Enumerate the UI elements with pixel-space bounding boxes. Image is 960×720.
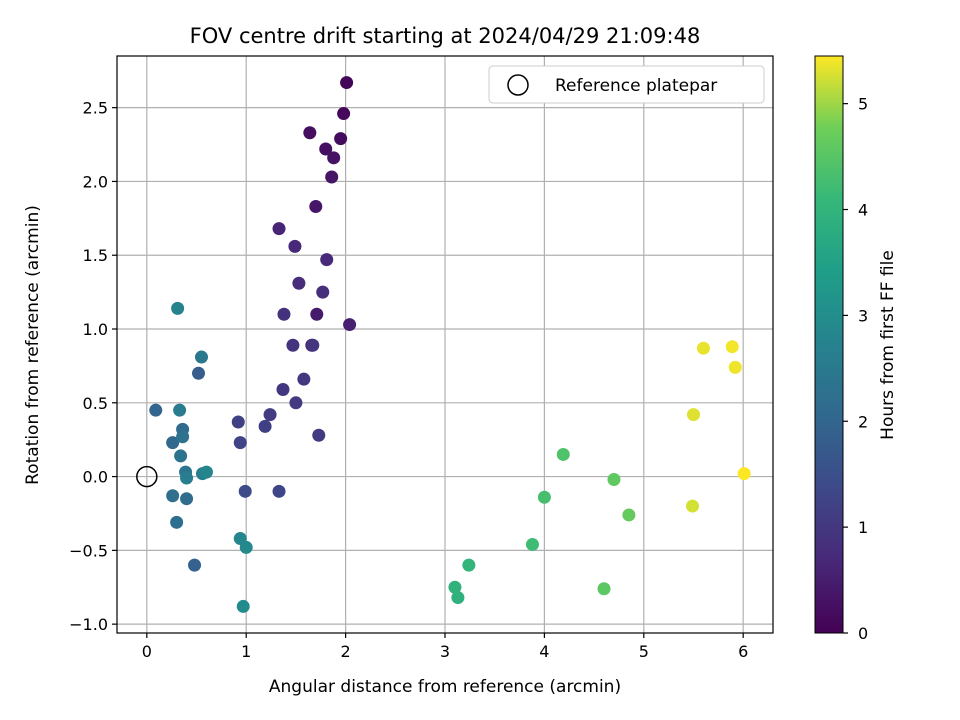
data-point [448,580,462,594]
legend: Reference platepar [488,65,765,104]
x-tick-label: 3 [440,642,450,661]
legend-marker-icon [507,74,529,96]
x-tick-label: 1 [241,642,251,661]
data-point [180,471,194,485]
data-points [149,76,751,613]
colorbar: 0 1 2 3 4 5 Hours from first FF file [814,55,898,643]
colorbar-tick-label: 5 [858,95,868,114]
colorbar-tick-label: 1 [858,518,868,537]
y-tick-label: 1.0 [83,320,108,339]
y-tick-label: 2.0 [83,172,108,191]
colorbar-label: Hours from first FF file [878,250,898,440]
data-point [277,307,291,321]
data-point [462,558,476,572]
data-point [194,350,208,364]
y-tick-label: −0.5 [69,541,108,560]
data-point [236,599,250,613]
data-point [170,515,184,529]
data-point [288,239,302,253]
data-point [239,540,253,554]
data-point [725,340,739,354]
data-point [276,383,290,397]
colorbar-tick-label: 0 [858,624,868,643]
data-point [199,465,213,479]
x-tick-label: 0 [142,642,152,661]
data-point [597,582,611,596]
y-tick-label: 2.5 [83,99,108,118]
data-point [286,338,300,352]
data-point [258,419,272,433]
data-point [556,447,570,461]
data-point [316,285,330,299]
data-point [334,132,348,146]
data-point [309,200,323,214]
data-point [272,222,286,236]
data-point [685,499,699,513]
data-point [343,318,357,332]
data-point [686,408,700,422]
data-point [238,484,252,498]
data-point [696,341,710,355]
data-point [231,415,245,429]
data-point [149,403,163,417]
chart-title: FOV centre drift starting at 2024/04/29 … [190,24,701,48]
y-tick-label: −1.0 [69,615,108,634]
x-axis-ticks: 0 1 2 3 4 5 6 [142,633,748,661]
colorbar-tick-label: 2 [858,412,868,431]
data-point [306,338,320,352]
data-point [737,467,751,481]
data-point [622,508,636,522]
data-point [171,301,185,315]
x-tick-label: 2 [341,642,351,661]
data-point [303,126,317,140]
x-tick-label: 5 [639,642,649,661]
data-point [537,490,551,504]
x-axis-label: Angular distance from reference (arcmin) [269,677,621,697]
data-point [289,396,303,410]
grid-lines [117,56,773,633]
data-point [292,276,306,290]
data-point [297,372,311,386]
y-axis-label: Rotation from reference (arcmin) [23,205,43,485]
data-point [607,473,621,487]
data-point [192,366,206,380]
data-point [180,492,194,506]
y-axis-ticks: −1.0 −0.5 0.0 0.5 1.0 1.5 2.0 2.5 [69,99,117,634]
data-point [166,436,180,450]
reference-platepar-marker [136,465,158,488]
data-point [174,449,188,463]
data-point [233,436,247,450]
plot-area: 0 1 2 3 4 5 6 −1.0 −0.5 0.0 0.5 1.0 1.5 2.0 2.5 [69,55,774,661]
y-tick-label: 0.5 [83,394,108,413]
colorbar-gradient [814,55,844,634]
x-tick-label: 4 [539,642,549,661]
data-point [166,489,180,503]
colorbar-tick-label: 3 [858,306,868,325]
data-point [272,484,286,498]
data-point [525,537,539,551]
data-point [340,76,354,90]
y-tick-label: 0.0 [83,468,108,487]
legend-label: Reference platepar [555,76,717,96]
data-point [451,591,465,605]
colorbar-ticks: 0 1 2 3 4 5 [843,95,868,643]
data-point [310,307,324,321]
x-tick-label: 6 [738,642,748,661]
data-point [188,558,202,572]
data-point [176,430,190,444]
y-tick-label: 1.5 [83,246,108,265]
data-point [320,253,334,267]
data-point [312,428,326,442]
data-point [728,360,742,374]
data-point [325,170,339,184]
colorbar-tick-label: 4 [858,201,868,220]
legend-box [488,65,765,104]
data-point [263,408,277,422]
data-point [337,107,351,121]
data-point [327,151,341,165]
data-point [173,403,187,417]
data-point [319,142,333,156]
